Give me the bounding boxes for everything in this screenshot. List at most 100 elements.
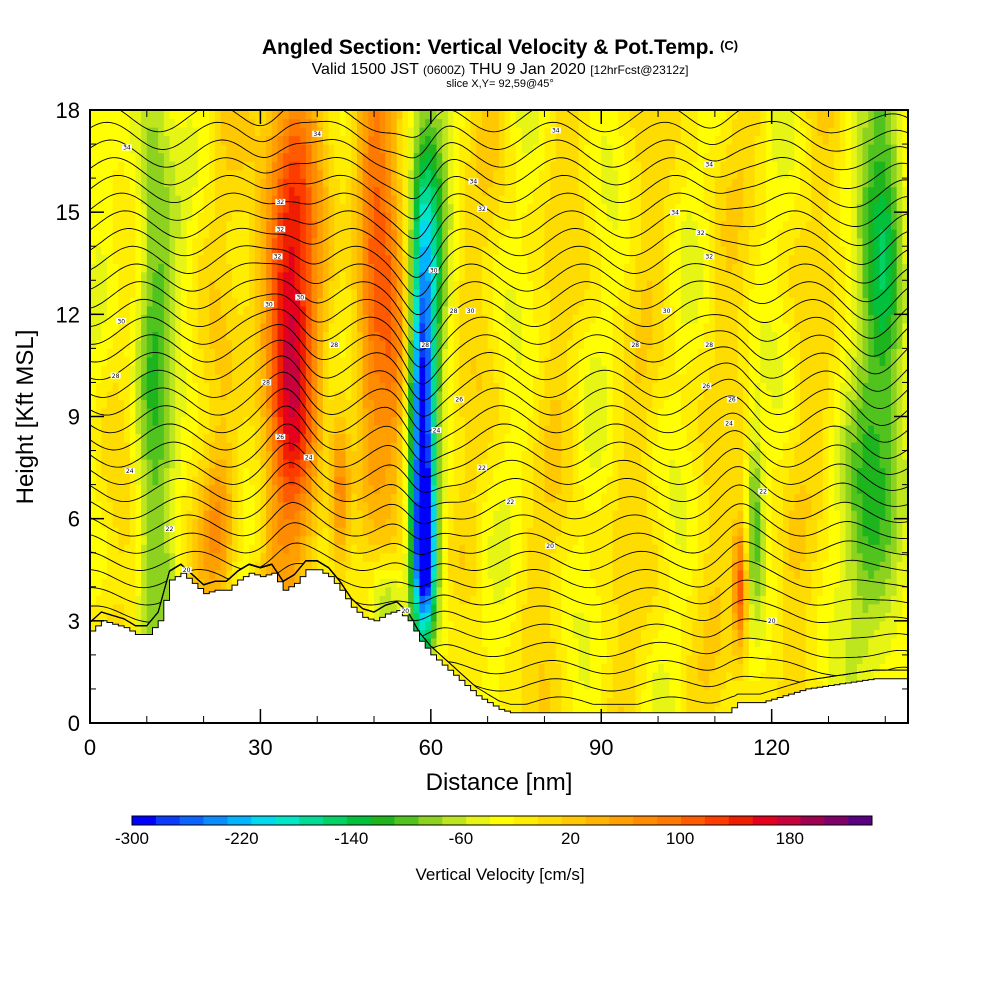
velocity-cell [555,399,563,494]
svg-text:30: 30 [265,301,273,308]
velocity-cell [845,501,852,579]
isentrope-line [90,560,908,589]
velocity-cell [419,186,426,205]
colorbar-swatch [609,816,634,825]
velocity-cell [675,144,682,205]
velocity-cell [669,390,676,460]
svg-text:26: 26 [455,397,463,404]
velocity-cell [771,467,778,571]
velocity-cell [561,646,568,723]
velocity-cell [635,646,642,723]
velocity-cell [845,390,852,426]
velocity-cell [686,322,693,367]
svg-text:22: 22 [759,489,767,496]
velocity-cell [703,484,710,554]
chart-title-main: Angled Section: Vertical Velocity & Pot.… [261,36,715,59]
x-tick-label: 30 [248,735,272,760]
velocity-cell [873,110,881,162]
velocity-cell [396,356,404,401]
velocity-cell [374,186,381,332]
colorbar-swatch [132,816,157,825]
velocity-cell [459,569,466,605]
colorbar-swatch [585,816,610,825]
velocity-cell [425,220,432,247]
velocity-cell [214,425,222,460]
velocity-cell [584,331,591,375]
velocity-cell [192,382,199,435]
velocity-cell [430,212,438,256]
velocity-cell [402,110,409,256]
velocity-cell [879,561,886,596]
isentrope-line [90,371,908,433]
velocity-cell [129,459,137,723]
velocity-cell [413,595,421,605]
velocity-cell [578,110,585,196]
velocity-cell [584,552,591,622]
velocity-cell [220,561,227,579]
velocity-cell [305,110,313,120]
velocity-cell [737,646,744,665]
velocity-cell [612,305,619,511]
velocity-cell [686,169,693,213]
velocity-cell [288,118,296,137]
velocity-cell [271,416,279,452]
velocity-cell [413,578,421,588]
velocity-cell [271,484,279,588]
velocity-cell [209,280,216,349]
x-tick-label: 0 [84,735,96,760]
velocity-cell [430,595,438,605]
velocity-cell [152,331,159,426]
velocity-cell [902,459,908,520]
velocity-cell [873,603,881,630]
velocity-cell [436,110,443,120]
velocity-cell [209,578,216,596]
colorbar-label: 180 [776,829,804,848]
velocity-cell [368,399,375,486]
velocity-cell [379,569,386,579]
velocity-cell [305,186,313,443]
velocity-cell [873,356,881,435]
svg-text:26: 26 [276,434,284,441]
contour-label: 28 [704,342,715,349]
velocity-cell [879,365,886,469]
velocity-cell [118,552,125,605]
velocity-cell [680,322,688,375]
velocity-cell [288,186,296,247]
x-tick-label: 60 [419,735,443,760]
velocity-cell [249,161,256,426]
velocity-cell [737,382,744,511]
velocity-cell [300,110,307,128]
velocity-cell [822,212,830,230]
velocity-cell [697,399,705,443]
velocity-cell [743,569,750,622]
velocity-cell [124,348,131,358]
svg-text:28: 28 [450,308,458,315]
velocity-cell [487,578,494,723]
velocity-cell [783,220,790,324]
velocity-cell [890,186,898,230]
velocity-cell [578,348,585,486]
velocity-cell [879,195,886,230]
velocity-cell [368,339,375,401]
velocity-cell [209,442,216,469]
velocity-cell [743,654,750,723]
isentrope-line [90,262,908,316]
velocity-cell [391,271,398,384]
velocity-cell [413,195,421,222]
velocity-cell [430,569,438,579]
velocity-cell [425,603,432,613]
velocity-cell [595,110,602,239]
velocity-cell [209,348,216,443]
velocity-cell [408,586,415,622]
velocity-cell [641,450,648,469]
velocity-cell [226,544,233,571]
velocity-cell [192,433,199,477]
velocity-cell [379,425,386,486]
velocity-cell [805,493,813,520]
velocity-cell [300,144,307,179]
velocity-cell [413,110,421,137]
velocity-cell [271,135,279,162]
velocity-cell [214,476,222,503]
velocity-cell [885,348,892,545]
colorbar-swatch [704,816,730,825]
